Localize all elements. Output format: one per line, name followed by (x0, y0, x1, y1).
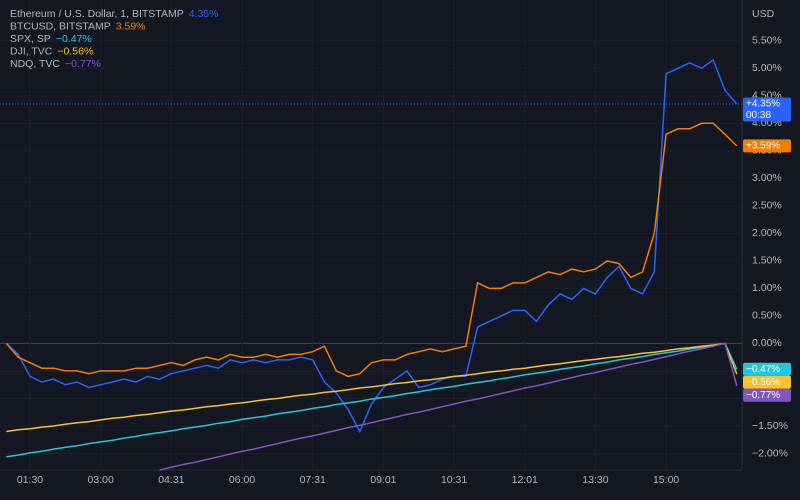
price-tag (743, 362, 791, 376)
y-tick-label: 4.00% (752, 117, 782, 129)
legend-value: −0.77% (65, 58, 101, 70)
legend-name: Ethereum / U.S. Dollar, 1, BITSTAMP (10, 8, 184, 20)
countdown: 00:38 (746, 110, 771, 121)
series-line (5, 58, 738, 434)
legend-name: SPX, SP (10, 33, 51, 45)
y-tick-label: 0.00% (752, 337, 782, 349)
axis-unit: USD (752, 8, 775, 20)
series-line (5, 122, 738, 378)
legend-name: NDQ, TVC (10, 58, 60, 70)
legend-value: −0.56% (57, 45, 93, 57)
legend-value: 3.59% (116, 20, 146, 32)
price-tag (743, 139, 791, 153)
legend-value: 4.35% (189, 8, 219, 20)
series-line (6, 342, 738, 458)
y-tick-label: −2.00% (752, 447, 788, 459)
y-tick-label: 0.50% (752, 310, 782, 322)
x-tick-label: 15:00 (653, 474, 679, 486)
y-tick-label: −1.50% (752, 420, 788, 432)
x-tick-label: 01:30 (17, 474, 43, 486)
y-tick-label: 3.00% (752, 172, 782, 184)
y-tick-label: 2.50% (752, 200, 782, 212)
price-tag-label: −0.47% (746, 364, 780, 375)
legend-name: BTCUSD, BITSTAMP (10, 20, 111, 32)
price-tag (743, 97, 791, 122)
x-tick-label: 07:31 (300, 474, 326, 486)
series-line (159, 342, 738, 471)
price-tag-label: +3.59% (746, 141, 780, 152)
y-tick-label: 5.50% (752, 35, 782, 47)
x-tick-label: 06:00 (229, 474, 255, 486)
price-tag-label: +4.35% (746, 99, 780, 110)
x-tick-label: 12:01 (512, 474, 538, 486)
y-tick-label: 1.50% (752, 255, 782, 267)
price-tag (743, 388, 791, 402)
legend-name: DJI, TVC (10, 45, 53, 57)
x-tick-label: 09:01 (370, 474, 396, 486)
series-line (6, 342, 738, 433)
price-tag-label: −0.56% (746, 377, 780, 388)
y-tick-label: 2.00% (752, 227, 782, 239)
x-tick-label: 10:31 (441, 474, 467, 486)
price-tag (743, 375, 791, 389)
x-tick-label: 13:30 (582, 474, 608, 486)
x-tick-label: 04:31 (158, 474, 184, 486)
y-tick-label: 5.00% (752, 62, 782, 74)
legend-value: −0.47% (56, 33, 92, 45)
y-tick-label: 1.00% (752, 282, 782, 294)
price-tag-label: −0.77% (746, 390, 780, 401)
x-tick-label: 03:00 (88, 474, 114, 486)
